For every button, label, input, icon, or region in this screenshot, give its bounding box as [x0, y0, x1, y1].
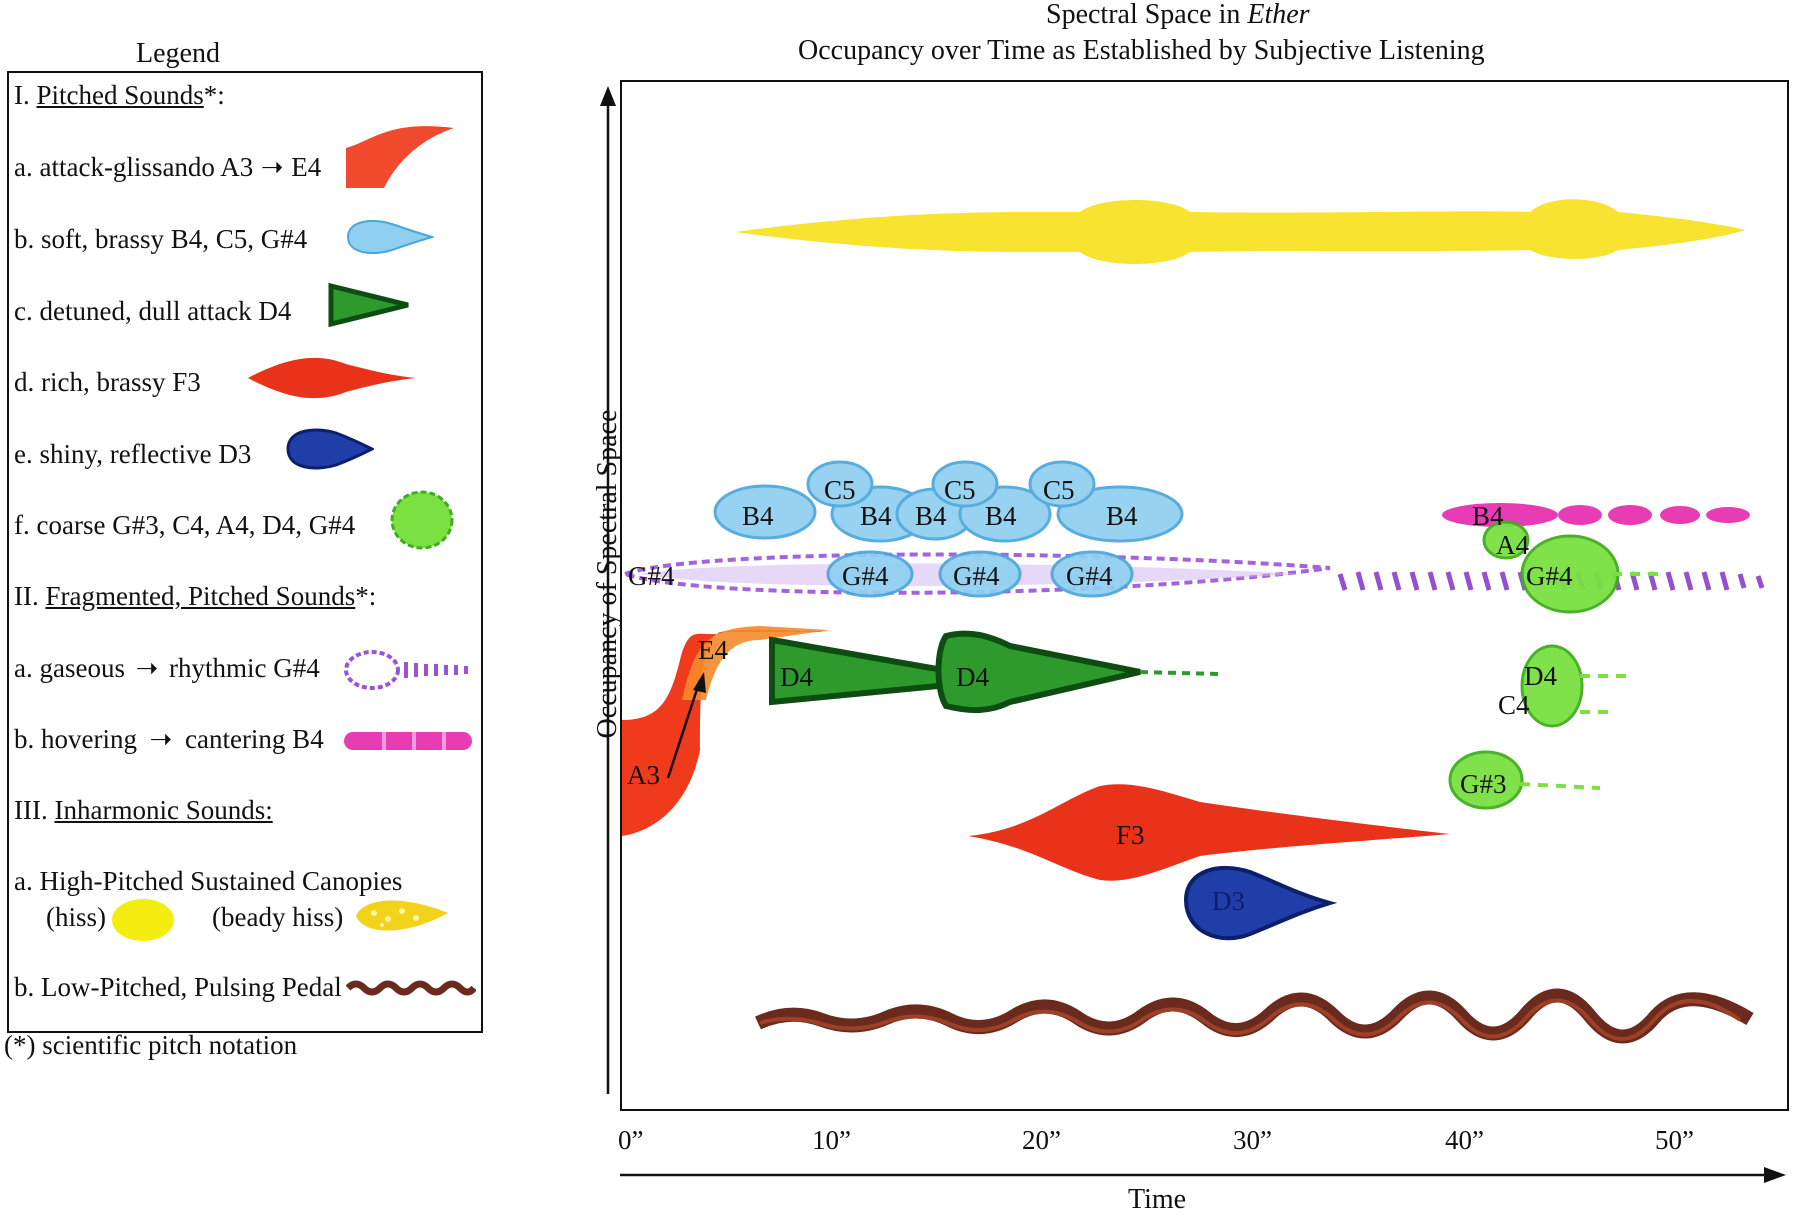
x-tick-10: 10” [812, 1125, 851, 1155]
note-label: A3 [627, 760, 660, 790]
x-axis-label: Time [1128, 1184, 1187, 1215]
note-label: D3 [1212, 886, 1245, 916]
note-label: B4 [742, 501, 774, 531]
note-label: B4 [1472, 501, 1504, 531]
legend-heading: Legend [136, 38, 220, 69]
legend-item-rich-brassy: d. rich, brassy F3 [14, 367, 201, 397]
legend-footnote: (*) scientific pitch notation [4, 1030, 298, 1060]
note-label: C5 [1043, 475, 1075, 505]
note-label: G#4 [953, 561, 1000, 591]
note-label: C4 [1498, 690, 1530, 720]
x-axis-arrow [620, 1167, 1786, 1183]
arrow-icon: ➝ [135, 653, 159, 683]
note-label: D4 [780, 662, 813, 692]
plot-frame [620, 80, 1789, 1111]
hiss-swatch-icon [112, 899, 174, 941]
legend-item-hovering: b. hovering ➝ cantering B4 [14, 724, 324, 754]
detuned-dull-attack-shapes [769, 630, 1219, 714]
note-label: B4 [915, 501, 947, 531]
hovering-swatch-icon [344, 732, 472, 750]
note-label: C5 [944, 475, 976, 505]
legend-box [7, 71, 483, 1033]
hiss-canopy-band [735, 199, 1745, 264]
legend-item-attack-glissando: a. attack-glissando A3 ➝ E4 [14, 152, 322, 182]
soft-brassy-swatch-icon [346, 219, 434, 255]
legend-item-detuned: c. detuned, dull attack D4 [14, 296, 292, 326]
legend-item-shiny: e. shiny, reflective D3 [14, 439, 252, 469]
legend-item-soft-brassy: b. soft, brassy B4, C5, G#4 [14, 224, 308, 254]
gaseous-swatch-icon [344, 650, 468, 690]
note-label: F3 [1116, 820, 1145, 850]
legend-item-pedal: b. Low-Pitched, Pulsing Pedal [14, 972, 342, 1002]
note-label: G#3 [1460, 769, 1507, 799]
note-label: C5 [824, 475, 856, 505]
rich-brassy-swatch-icon [248, 357, 416, 399]
x-tick-40: 40” [1445, 1125, 1484, 1155]
note-label: G#4 [1066, 561, 1113, 591]
hovering-cantering-band [1442, 503, 1750, 527]
legend-item-coarse: f. coarse G#3, C4, A4, D4, G#4 [14, 510, 356, 540]
y-axis-arrow [600, 86, 616, 1094]
legend-item-hiss: (hiss) [46, 902, 106, 932]
note-label: D4 [1524, 661, 1557, 691]
rich-brassy-shape [968, 784, 1450, 881]
legend-item-canopies: a. High-Pitched Sustained Canopies [14, 866, 403, 896]
x-tick-20: 20” [1022, 1125, 1061, 1155]
x-tick-50: 50” [1655, 1125, 1694, 1155]
legend-section-pitched: I. Pitched Sounds*: [14, 80, 225, 110]
coarse-tails [1519, 572, 1660, 790]
arrow-icon: ➝ [149, 724, 173, 754]
note-label: B4 [985, 501, 1017, 531]
chart-title-line2: Occupancy over Time as Established by Su… [798, 35, 1485, 66]
chart-title-line1: Spectral Space in Ether [1046, 0, 1310, 30]
pedal-swatch-icon [346, 980, 476, 996]
note-label: G#4 [628, 561, 675, 591]
pulsing-pedal-band [755, 988, 1754, 1044]
coarse-swatch-icon [390, 490, 454, 550]
x-tick-30: 30” [1233, 1125, 1272, 1155]
note-label: B4 [860, 501, 892, 531]
detuned-swatch-icon [328, 283, 409, 327]
legend-section-inharmonic: III. Inharmonic Sounds: [14, 795, 273, 825]
note-label: D4 [956, 662, 989, 692]
legend-item-gaseous: a. gaseous ➝ rhythmic G#4 [14, 653, 320, 683]
shiny-reflective-shape [1183, 865, 1338, 941]
coarse-blobs [1448, 520, 1620, 810]
note-label: A4 [1496, 530, 1529, 560]
soft-brassy-blobs [713, 460, 1184, 598]
attack-glissando-shape [622, 626, 830, 836]
shiny-swatch-icon [286, 428, 374, 470]
x-tick-0: 0” [618, 1125, 644, 1155]
note-label: G#4 [842, 561, 889, 591]
beady-hiss-swatch-icon [356, 900, 448, 931]
arrow-icon: ➝ [260, 152, 284, 182]
glissando-swatch-icon [346, 126, 454, 188]
note-label: B4 [1106, 501, 1138, 531]
legend-item-beady-hiss: (beady hiss) [212, 902, 344, 932]
note-label: E4 [698, 635, 728, 665]
note-label: G#4 [1526, 561, 1573, 591]
legend-section-fragmented: II. Fragmented, Pitched Sounds*: [14, 581, 377, 611]
